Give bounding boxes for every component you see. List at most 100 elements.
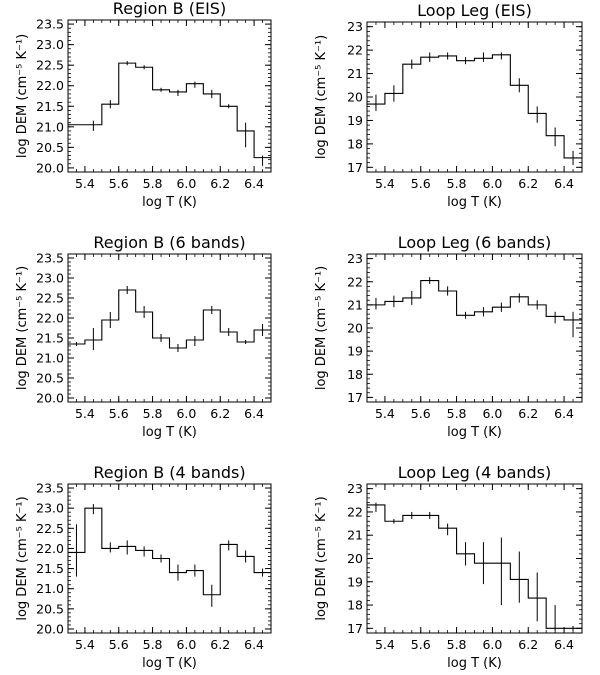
x-axis-label: log T (K) bbox=[142, 656, 197, 671]
y-tick-label: 21.5 bbox=[36, 561, 64, 576]
y-tick-label: 22 bbox=[347, 504, 363, 519]
y-tick-label: 21.0 bbox=[36, 351, 64, 366]
x-tick-label: 5.6 bbox=[109, 176, 129, 191]
y-tick-label: 18 bbox=[347, 598, 363, 613]
y-tick-label: 18 bbox=[347, 367, 363, 382]
y-axis-label: log DEM (cm⁻⁵ K⁻¹) bbox=[15, 266, 30, 390]
y-tick-label: 22.0 bbox=[36, 541, 64, 556]
plot-frame bbox=[366, 253, 583, 403]
chart-panel-4: Loop Leg (6 bands) 5.4 5.6 5.8 6.0 6.2 6.4 17 18… bbox=[314, 233, 583, 440]
chart-panel-5: Region B (4 bands) 5.4 5.6 5.8 6.0 6.2 6.4 20.0… bbox=[15, 463, 272, 671]
y-tick-label: 22 bbox=[347, 43, 363, 58]
chart-panel-2: Loop Leg (EIS) 5.4 5.6 5.8 6.0 6.2 6.4 17 18 19 20… bbox=[314, 1, 583, 210]
y-tick-label: 20.0 bbox=[36, 391, 64, 406]
x-axis-label: log T (K) bbox=[447, 425, 502, 440]
plot-frame bbox=[366, 21, 583, 173]
dem-step-line bbox=[68, 289, 271, 349]
y-tick-label: 19 bbox=[347, 344, 363, 359]
x-tick-label: 5.4 bbox=[75, 406, 95, 421]
y-tick-label: 21 bbox=[347, 297, 363, 312]
y-tick-label: 19 bbox=[347, 113, 363, 128]
y-tick-label: 21.0 bbox=[36, 581, 64, 596]
x-tick-label: 6.4 bbox=[554, 176, 574, 191]
x-tick-label: 6.4 bbox=[244, 176, 264, 191]
x-tick-label: 6.4 bbox=[244, 637, 264, 652]
y-tick-label: 23.5 bbox=[36, 17, 64, 32]
x-tick-label: 6.0 bbox=[176, 176, 196, 191]
x-tick-label: 6.2 bbox=[210, 637, 230, 652]
y-tick-label: 23 bbox=[347, 19, 363, 34]
y-tick-label: 23.5 bbox=[36, 481, 64, 496]
y-tick-label: 17 bbox=[347, 621, 363, 636]
chart-title: Region B (EIS) bbox=[113, 0, 226, 18]
chart-title: Loop Leg (6 bands) bbox=[398, 233, 552, 252]
y-axis-label: log DEM (cm⁻⁵ K⁻¹) bbox=[314, 35, 329, 159]
y-tick-label: 20.5 bbox=[36, 371, 64, 386]
x-tick-label: 5.8 bbox=[447, 406, 467, 421]
x-tick-label: 5.6 bbox=[109, 637, 129, 652]
y-tick-label: 21.0 bbox=[36, 119, 64, 134]
y-tick-label: 22.0 bbox=[36, 311, 64, 326]
y-tick-label: 23.0 bbox=[36, 271, 64, 286]
x-tick-label: 6.2 bbox=[518, 637, 538, 652]
y-tick-label: 23.0 bbox=[36, 37, 64, 52]
y-tick-label: 20.0 bbox=[36, 160, 64, 175]
x-tick-label: 5.6 bbox=[411, 406, 431, 421]
y-tick-label: 22.5 bbox=[36, 521, 64, 536]
x-tick-label: 5.8 bbox=[143, 176, 163, 191]
y-tick-label: 21.5 bbox=[36, 99, 64, 114]
x-axis-label: log T (K) bbox=[142, 195, 197, 210]
x-tick-label: 6.2 bbox=[210, 406, 230, 421]
y-tick-label: 20.0 bbox=[36, 621, 64, 636]
chart-panel-3: Region B (6 bands) 5.4 5.6 5.8 6.0 6.2 6.4 20.0… bbox=[15, 233, 272, 440]
y-tick-label: 23.5 bbox=[36, 251, 64, 266]
dem-step-line bbox=[367, 504, 582, 629]
y-tick-label: 19 bbox=[347, 574, 363, 589]
x-tick-label: 6.4 bbox=[554, 406, 574, 421]
y-tick-label: 20 bbox=[347, 90, 363, 105]
dem-step-line bbox=[68, 62, 271, 159]
x-tick-label: 6.0 bbox=[482, 406, 502, 421]
y-tick-label: 22.0 bbox=[36, 78, 64, 93]
y-tick-label: 23.0 bbox=[36, 501, 64, 516]
chart-panel-1: Region B (EIS) 5.4 5.6 5.8 6.0 6.2 6.4 20.0 20.5… bbox=[15, 0, 272, 210]
x-axis-label: log T (K) bbox=[447, 195, 502, 210]
x-tick-label: 5.6 bbox=[109, 406, 129, 421]
y-tick-label: 21.5 bbox=[36, 331, 64, 346]
plot-frame bbox=[67, 19, 272, 173]
y-tick-label: 17 bbox=[347, 160, 363, 175]
y-tick-label: 22.5 bbox=[36, 58, 64, 73]
x-tick-label: 5.4 bbox=[375, 176, 395, 191]
x-tick-label: 6.0 bbox=[176, 637, 196, 652]
y-tick-label: 18 bbox=[347, 136, 363, 151]
x-tick-label: 6.4 bbox=[244, 406, 264, 421]
x-tick-label: 5.4 bbox=[375, 637, 395, 652]
x-tick-label: 5.4 bbox=[75, 176, 95, 191]
chart-panel-6: Loop Leg (4 bands) 5.4 5.6 5.8 6.0 6.2 6.4 17 18… bbox=[314, 463, 583, 671]
x-tick-label: 5.8 bbox=[143, 406, 163, 421]
x-tick-label: 5.4 bbox=[75, 637, 95, 652]
chart-title: Loop Leg (4 bands) bbox=[398, 463, 552, 482]
y-axis-label: log DEM (cm⁻⁵ K⁻¹) bbox=[15, 496, 30, 620]
dem-step-line bbox=[68, 507, 271, 596]
y-tick-label: 20.5 bbox=[36, 140, 64, 155]
y-tick-label: 20.5 bbox=[36, 601, 64, 616]
x-tick-label: 5.6 bbox=[411, 176, 431, 191]
chart-title: Region B (6 bands) bbox=[93, 233, 245, 252]
x-tick-label: 5.8 bbox=[447, 637, 467, 652]
x-tick-label: 6.2 bbox=[518, 176, 538, 191]
y-axis-label: log DEM (cm⁻⁵ K⁻¹) bbox=[314, 266, 329, 390]
y-tick-label: 17 bbox=[347, 390, 363, 405]
y-tick-label: 22.5 bbox=[36, 291, 64, 306]
y-tick-label: 22 bbox=[347, 274, 363, 289]
x-tick-label: 6.0 bbox=[176, 406, 196, 421]
y-tick-label: 20 bbox=[347, 551, 363, 566]
chart-title: Region B (4 bands) bbox=[93, 463, 245, 482]
x-tick-label: 5.8 bbox=[143, 637, 163, 652]
y-axis-label: log DEM (cm⁻⁵ K⁻¹) bbox=[314, 496, 329, 620]
y-tick-label: 20 bbox=[347, 321, 363, 336]
x-tick-label: 6.4 bbox=[554, 637, 574, 652]
x-tick-label: 6.2 bbox=[210, 176, 230, 191]
dem-step-line bbox=[367, 280, 582, 321]
